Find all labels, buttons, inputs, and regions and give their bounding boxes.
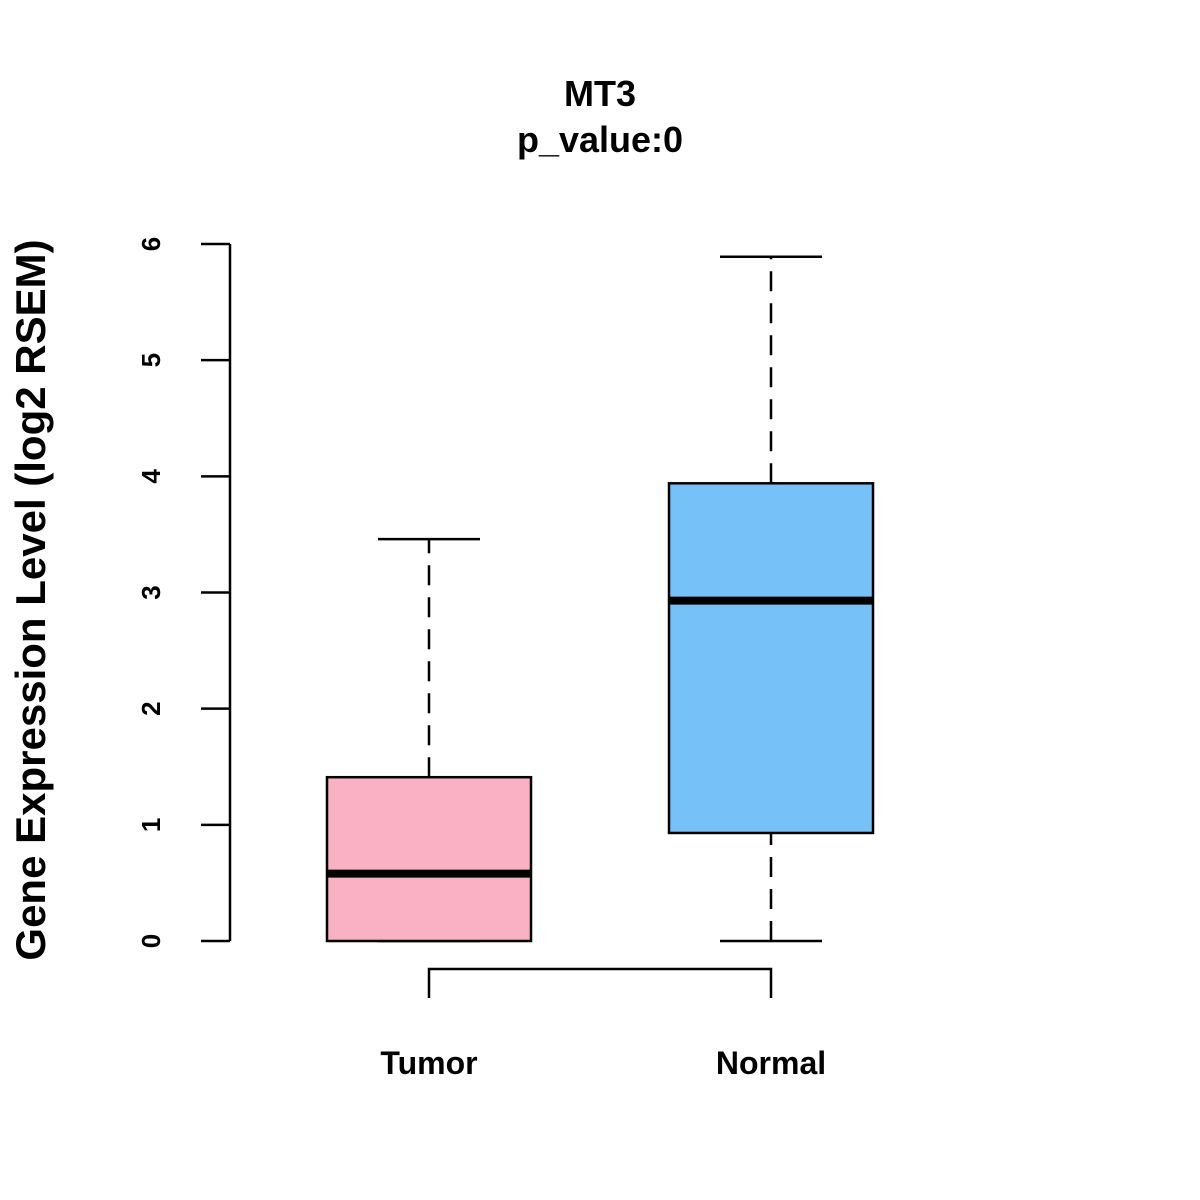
comparison-bracket xyxy=(427,967,773,998)
y-tick-label: 3 xyxy=(136,585,166,599)
y-axis-label: Gene Expression Level (log2 RSEM) xyxy=(7,239,54,960)
y-tick-label: 6 xyxy=(136,237,166,251)
y-tick-label: 1 xyxy=(136,818,166,832)
box-iqr xyxy=(325,775,533,943)
category-labels: Tumor Normal xyxy=(380,1045,826,1081)
chart-title: MT3 xyxy=(564,73,636,114)
boxes-group xyxy=(325,255,875,943)
category-label-tumor: Tumor xyxy=(380,1045,477,1081)
box-iqr xyxy=(667,482,875,835)
category-label-normal: Normal xyxy=(716,1045,826,1081)
y-tick-label: 5 xyxy=(136,353,166,367)
y-tick-label: 2 xyxy=(136,701,166,715)
y-tick-label: 0 xyxy=(136,934,166,948)
box-tumor xyxy=(325,537,533,943)
chart-subtitle: p_value:0 xyxy=(517,119,683,160)
comparison-bracket-group xyxy=(427,967,773,998)
box-normal xyxy=(667,255,875,943)
y-axis: 0 1 2 3 4 5 6 xyxy=(136,237,232,948)
y-tick-label: 4 xyxy=(136,469,166,484)
